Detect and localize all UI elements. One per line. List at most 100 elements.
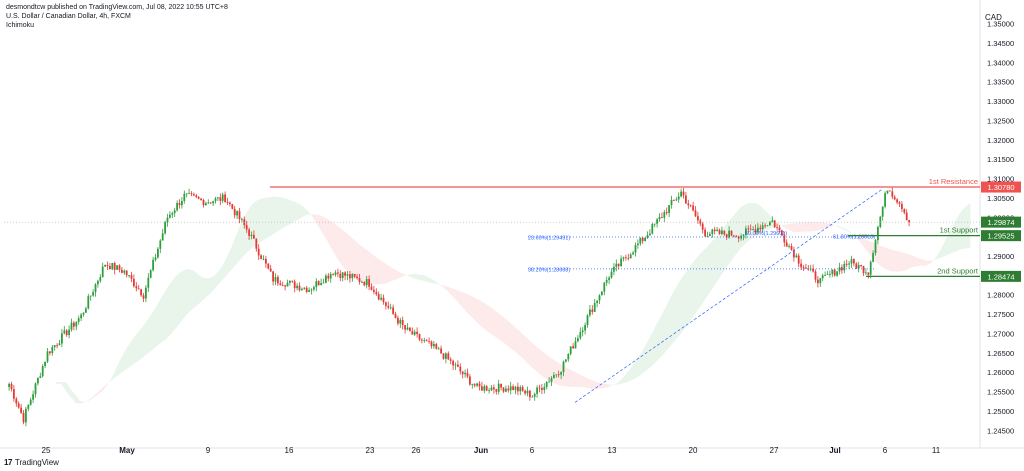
ichimoku-cloud-segment [380,259,383,285]
ichimoku-cloud-segment [656,320,659,362]
ichimoku-cloud-segment [219,267,222,284]
ichimoku-cloud-segment [428,277,431,283]
ichimoku-cloud-segment [60,381,64,387]
candle-body [860,265,862,267]
candle-body [769,221,771,226]
ichimoku-cloud-segment [240,219,244,260]
tradingview-logo-icon: 17 [4,458,12,467]
ichimoku-cloud-segment [624,372,628,383]
candle-body [315,281,318,288]
ichimoku-cloud-segment [341,229,344,268]
ichimoku-cloud-segment [821,222,824,230]
candle-body [135,286,138,289]
candle-body [473,384,476,386]
ichimoku-cloud-segment [329,220,332,250]
candle-body [212,201,214,204]
candle-body [649,233,651,236]
candle-body [169,214,171,218]
candle-body [653,223,656,225]
price-tick-label: 1.32500 [987,116,1014,125]
ichimoku-cloud-segment [514,326,517,353]
ichimoku-cloud-segment [188,269,191,314]
ichimoku-cloud-segment [730,216,733,263]
price-tick-label: 1.25500 [987,388,1014,397]
ichimoku-cloud-segment [130,338,133,367]
ichimoku-cloud-segment [305,208,308,216]
candle-body [214,198,217,202]
ichimoku-cloud-segment [533,344,536,371]
candle-body [10,383,13,390]
ichimoku-cloud-segment [252,201,256,248]
ichimoku-cloud-segment [581,375,584,388]
candle-body [152,259,154,271]
candle-body [627,258,630,259]
time-tick-label: 23 [366,446,375,455]
candle-body [440,348,442,354]
candles-layer [8,186,910,427]
candle-body [505,388,507,392]
candle-body [226,202,229,203]
price-tick-label: 1.26000 [987,368,1014,377]
ichimoku-cloud-segment [257,199,260,244]
ichimoku-cloud-segment [344,230,347,271]
candle-body [665,212,668,214]
candle-body [620,258,622,267]
ichimoku-cloud-segment [447,286,450,294]
ichimoku-cloud-segment [694,257,697,315]
candle-body [841,267,843,271]
ichimoku-cloud-segment [778,222,781,227]
candle-body [320,283,322,286]
candle-body [469,376,471,385]
ichimoku-cloud-segment [236,229,239,265]
ichimoku-cloud-segment [855,235,858,240]
ichimoku-cloud-segment [492,308,496,337]
candle-body [488,390,490,392]
ichimoku-cloud-segment [452,288,455,299]
ichimoku-cloud-segment [389,266,392,283]
candle-body [545,382,548,388]
ichimoku-cloud-segment [509,322,512,350]
ichimoku-cloud-segment [466,293,469,315]
key-levels-layer: 1st Resistance 1.30780 1st Support 1.29525 2… [270,177,1021,282]
ichimoku-cloud-segment [908,254,911,270]
fib-level-label: 38.20%(1.28668) [528,267,570,273]
candle-body [327,275,330,279]
candle-body [706,235,709,237]
candle-body [461,371,464,375]
candle-body [205,203,207,206]
currency-label: CAD [985,13,1002,22]
ichimoku-cloud-segment [401,273,404,278]
candle-body [140,289,142,296]
candle-body [449,359,452,361]
candle-body [874,240,877,253]
ichimoku-cloud-segment [216,270,220,287]
ichimoku-cloud-segment [699,252,702,309]
candle-body [557,374,560,376]
candle-body [17,403,20,408]
candle-body [445,353,447,359]
candle-body [905,212,908,221]
ichimoku-cloud-segment [454,289,457,301]
candle-body [118,265,121,270]
candle-body [34,383,37,395]
candle-body [867,272,870,275]
candle-body [610,271,613,278]
key-level-name: 1st Support [940,226,979,235]
tradingview-footer[interactable]: 17 TradingView [4,458,59,467]
ichimoku-cloud-segment [500,314,503,342]
candle-body [641,237,644,242]
ichimoku-cloud-segment [298,203,301,220]
candle-body [130,275,133,279]
candle-body [893,196,896,200]
ichimoku-cloud-segment [665,302,668,352]
ichimoku-cloud-segment [72,391,76,403]
ichimoku-cloud-segment [692,260,695,319]
candle-body [265,258,267,264]
candle-body [639,237,642,244]
candle-body [217,197,219,199]
candle-body [145,287,147,299]
ichimoku-cloud-segment [749,202,752,241]
ichimoku-cloud-segment [528,339,532,367]
